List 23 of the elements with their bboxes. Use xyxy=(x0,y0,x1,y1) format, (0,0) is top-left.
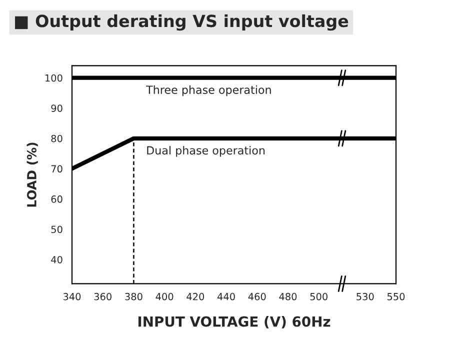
x-tick-label: 500 xyxy=(310,292,328,300)
y-tick-label: 80 xyxy=(51,134,62,142)
x-tick-label: 340 xyxy=(63,292,81,300)
x-tick-label: 530 xyxy=(356,292,374,300)
y-tick-label: 70 xyxy=(51,165,62,173)
y-tick-label: 90 xyxy=(51,104,62,112)
x-tick-label: 420 xyxy=(186,292,204,300)
x-tick-label: 480 xyxy=(279,292,297,300)
y-axis-title: LOAD (%) xyxy=(26,142,38,207)
series-label: Dual phase operation xyxy=(147,146,265,157)
x-tick-label: 400 xyxy=(156,292,174,300)
x-axis-title: INPUT VOLTAGE (V) 60Hz xyxy=(138,316,330,328)
y-tick-label: 40 xyxy=(51,256,62,264)
x-tick-label: 360 xyxy=(94,292,112,300)
chart-title: ■ Output derating VS input voltage xyxy=(15,14,348,31)
series-label: Three phase operation xyxy=(146,85,271,96)
x-tick-label: 550 xyxy=(387,292,405,300)
x-tick-label: 440 xyxy=(217,292,235,300)
y-tick-label: 100 xyxy=(45,74,62,82)
x-tick-label: 460 xyxy=(248,292,266,300)
x-tick-label: 380 xyxy=(125,292,142,300)
y-tick-label: 50 xyxy=(51,226,62,234)
y-tick-label: 60 xyxy=(51,195,62,203)
